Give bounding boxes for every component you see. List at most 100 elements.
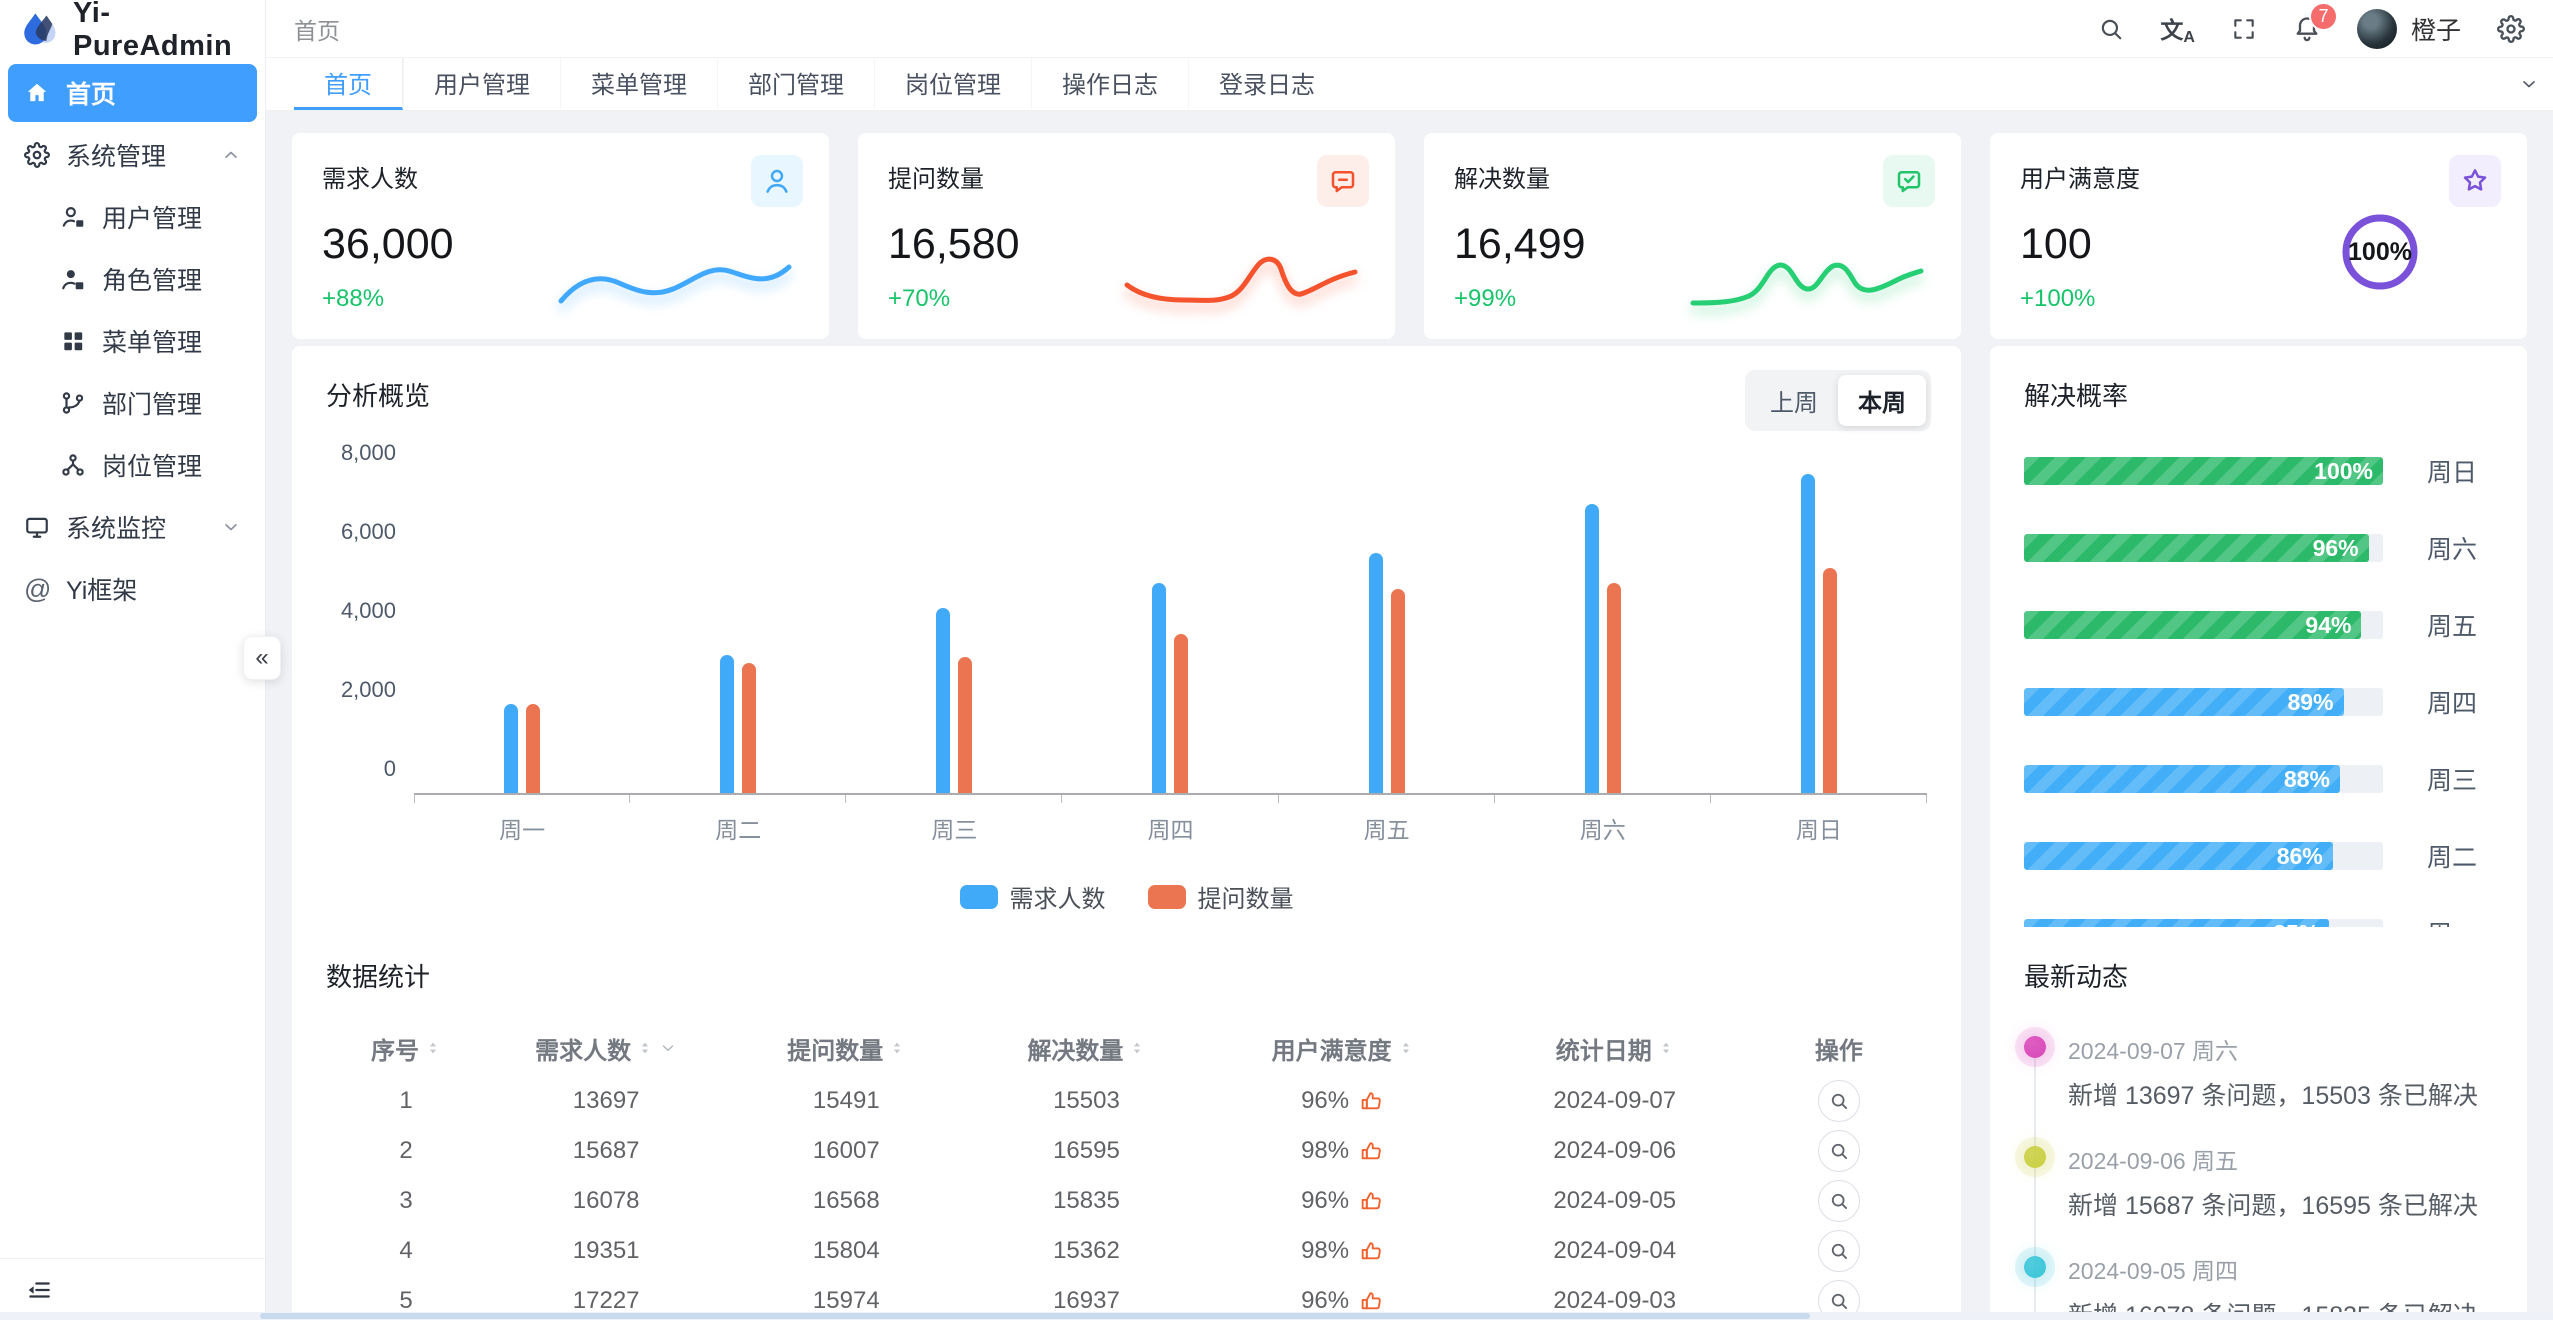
latest-news-panel: 最新动态 2024-09-07 周六 新增 13697 条问题，15503 条已解… (1990, 927, 2527, 1320)
bar-chart: 8,000 6,000 4,000 2,000 0 周一 周二 周三 周四 周五 周六 周日 (326, 440, 1928, 845)
tab-home[interactable]: 首页 (294, 58, 403, 110)
satisfaction-ring-chart: 100% (2341, 213, 2419, 291)
last-week-button[interactable]: 上周 (1770, 390, 1818, 417)
panel-title: 最新动态 (2024, 962, 2129, 992)
view-detail-button[interactable] (1817, 1230, 1860, 1272)
icon-box (1883, 155, 1935, 207)
legend-chip (959, 884, 998, 909)
cell-demand: 17227 (572, 1287, 640, 1314)
dashboard-content: 需求人数 36,000 +88% 提问数量 16,580 (266, 111, 2553, 1320)
scrollbar-thumb[interactable] (260, 1313, 1810, 1319)
tab-login-log[interactable]: 登录日志 (1188, 58, 1345, 110)
bar-group[interactable] (846, 453, 1063, 803)
fullscreen-button[interactable] (2231, 16, 2257, 42)
stat-value: 16,499 (1454, 220, 1586, 268)
column-header-question[interactable]: 提问数量 (787, 1031, 905, 1066)
table-row: 4 19351 15804 15362 98% 2024-09-04 (326, 1226, 1927, 1276)
timeline-date: 2024-09-06 周五 (2068, 1148, 2239, 1174)
view-detail-button[interactable] (1817, 1180, 1860, 1222)
translate-button[interactable]: 文A (2160, 11, 2195, 47)
bar (1152, 582, 1167, 793)
cell-solved: 16937 (1053, 1287, 1120, 1314)
column-header-solved[interactable]: 解决数量 (1027, 1031, 1145, 1066)
cell-date: 2024-09-07 (1553, 1087, 1677, 1114)
sidebar-collapse-button[interactable]: « (243, 636, 281, 680)
sidebar-item-label: 系统管理 (66, 143, 167, 171)
probability-row: 89% 周四 (2024, 684, 2493, 720)
view-detail-button[interactable] (1817, 1080, 1860, 1122)
bar (1584, 504, 1599, 793)
sort-caret-icon[interactable] (889, 1037, 905, 1059)
progress-track: 88% (2024, 765, 2383, 793)
bar-group[interactable] (1279, 453, 1495, 803)
sidebar-item-system-admin[interactable]: 系统管理 (8, 126, 257, 184)
magnifier-icon (1829, 1091, 1849, 1111)
sort-caret-icon[interactable] (1398, 1037, 1414, 1059)
this-week-button[interactable]: 本周 (1838, 375, 1926, 426)
cell-date: 2024-09-03 (1553, 1287, 1677, 1314)
tab-users[interactable]: 用户管理 (403, 58, 560, 110)
user-menu[interactable]: 橙子 (2356, 8, 2461, 49)
menu-fold-icon[interactable] (26, 1277, 52, 1303)
bar (720, 654, 735, 793)
thumbs-up-icon (1359, 1139, 1384, 1164)
stat-value: 36,000 (322, 220, 454, 268)
sidebar-item-departments[interactable]: 部门管理 (8, 374, 257, 432)
progress-track: 89% (2024, 688, 2383, 716)
tab-positions[interactable]: 岗位管理 (874, 58, 1031, 110)
x-tick: 周一 (499, 817, 546, 843)
notifications-button[interactable]: 7 (2293, 1, 2338, 43)
cell-demand: 15687 (572, 1137, 640, 1164)
column-header-satisfaction[interactable]: 用户满意度 (1272, 1031, 1414, 1066)
tab-options-button[interactable] (2519, 58, 2539, 110)
sort-caret-icon[interactable] (637, 1037, 653, 1059)
column-header-actions: 操作 (1814, 1037, 1863, 1065)
cell-satisfaction: 96% (1207, 1076, 1479, 1126)
bar-group[interactable] (1711, 453, 1928, 803)
sidebar-item-home[interactable]: 首页 (8, 64, 257, 122)
search-button[interactable] (2098, 16, 2124, 42)
search-icon (2098, 16, 2124, 42)
logo[interactable]: Yi-PureAdmin (0, 0, 265, 62)
probability-row: 86% 周二 (2024, 838, 2493, 874)
table-header-row: 序号 需求人数 提问数量 解决数量 用户满意度 统计日期 操作 (326, 1020, 1927, 1076)
cell-satisfaction: 96% (1207, 1276, 1479, 1320)
column-header-no[interactable]: 序号 (371, 1031, 441, 1066)
topbar: 首页 文A 7 橙子 (266, 0, 2553, 58)
tab-operation-log[interactable]: 操作日志 (1031, 58, 1188, 110)
settings-button[interactable] (2497, 15, 2525, 43)
day-label: 周三 (2427, 767, 2478, 795)
sidebar-item-menus[interactable]: 菜单管理 (8, 312, 257, 370)
tab-departments[interactable]: 部门管理 (717, 58, 874, 110)
bar-group[interactable] (1495, 453, 1711, 803)
ring-percent-label: 100% (2348, 237, 2412, 266)
sidebar-item-monitoring[interactable]: 系统监控 (8, 498, 257, 556)
cell-satisfaction: 98% (1207, 1126, 1479, 1176)
bar-group[interactable] (414, 453, 631, 803)
horizontal-scrollbar[interactable] (0, 1312, 2553, 1320)
cell-solved: 15835 (1053, 1187, 1120, 1214)
main-area: 首页 文A 7 橙子 (266, 0, 2553, 1320)
sidebar-item-yi-framework[interactable]: @ Yi框架 (8, 560, 257, 618)
legend-item-demand[interactable]: 需求人数 (959, 879, 1106, 914)
sort-caret-icon[interactable] (425, 1037, 441, 1059)
cell-no: 2 (399, 1137, 413, 1164)
filter-chevron-icon[interactable] (659, 1039, 677, 1057)
sidebar-item-users[interactable]: 用户管理 (8, 188, 257, 246)
column-header-demand[interactable]: 需求人数 (535, 1031, 677, 1066)
y-tick: 6,000 (340, 519, 396, 544)
bar (1606, 582, 1621, 793)
sort-caret-icon[interactable] (1129, 1037, 1145, 1059)
x-axis-labels: 周一 周二 周三 周四 周五 周六 周日 (414, 811, 1927, 845)
tab-menus[interactable]: 菜单管理 (560, 58, 717, 110)
column-header-date[interactable]: 统计日期 (1556, 1031, 1674, 1066)
legend-item-questions[interactable]: 提问数量 (1147, 879, 1294, 914)
sort-caret-icon[interactable] (1658, 1037, 1674, 1059)
sidebar-item-roles[interactable]: 角色管理 (8, 250, 257, 308)
x-tick: 周二 (715, 817, 762, 843)
sidebar-item-positions[interactable]: 岗位管理 (8, 436, 257, 494)
view-detail-button[interactable] (1817, 1130, 1860, 1172)
timeline-item: 2024-09-06 周五 新增 15687 条问题，16595 条已解决 (2024, 1142, 2493, 1222)
bar-group[interactable] (1062, 453, 1279, 803)
bar-group[interactable] (630, 453, 847, 803)
